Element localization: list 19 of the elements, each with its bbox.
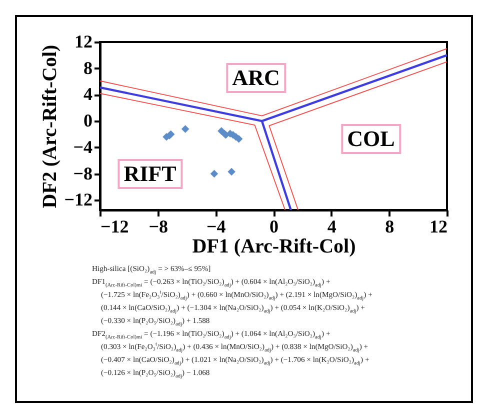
x-tick-label: 4 bbox=[327, 216, 336, 236]
x-tick-label: 12 bbox=[430, 216, 448, 236]
x-tick-label: −12 bbox=[100, 216, 129, 236]
x-tick-label: −4 bbox=[206, 216, 226, 236]
x-tick-label: 8 bbox=[385, 216, 394, 236]
y-tick-label: −4 bbox=[73, 136, 92, 157]
y-tick-label: 8 bbox=[84, 58, 92, 78]
y-tick-label: 4 bbox=[84, 84, 92, 104]
y-axis-title: DF2 (Arc-Rift-Col) bbox=[39, 44, 62, 208]
x-axis-title: DF1 (Arc-Rift-Col) bbox=[192, 236, 356, 258]
y-tick-label: 0 bbox=[84, 110, 92, 131]
y-tick-label: −12 bbox=[64, 190, 92, 210]
x-tick-label: 0 bbox=[270, 216, 278, 236]
x-tick-label: −8 bbox=[148, 216, 168, 236]
annotation: COL bbox=[341, 124, 401, 154]
annotation: RIFT bbox=[118, 159, 182, 189]
annotation: ARC bbox=[226, 63, 286, 93]
y-tick-label: −8 bbox=[73, 163, 92, 184]
y-tick-label: 12 bbox=[74, 32, 92, 52]
